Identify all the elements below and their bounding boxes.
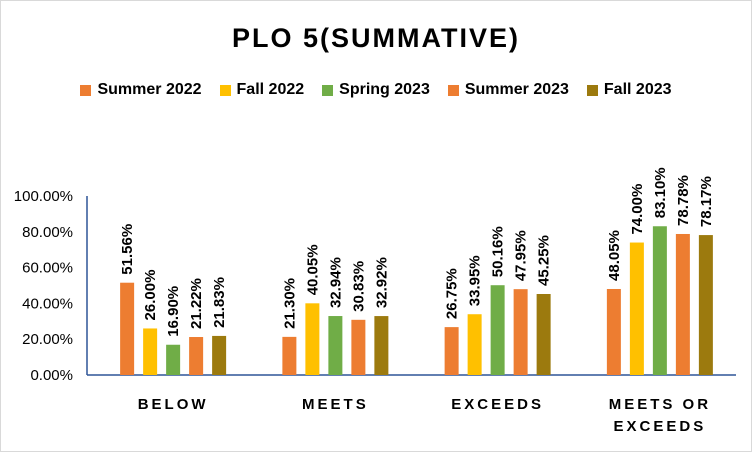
chart-title: PLO 5(SUMMATIVE) (232, 23, 520, 53)
data-label-2-4: 45.25% (536, 235, 553, 286)
legend-label-2: Spring 2023 (339, 81, 430, 98)
data-label-0-3: 21.22% (188, 278, 205, 329)
y-tick-label-0: 0.00% (30, 367, 73, 384)
legend-item-0: Summer 2022 (80, 81, 202, 99)
bar-3-0 (606, 288, 621, 375)
bar-1-2 (328, 316, 343, 375)
bar-3-1 (629, 242, 644, 375)
bar-2-0 (444, 327, 459, 375)
bar-0-3 (189, 337, 204, 375)
data-label-2-2: 50.16% (490, 226, 507, 277)
bar-1-4 (374, 316, 389, 375)
legend-swatch-2 (322, 84, 334, 96)
bar-1-0 (282, 336, 297, 375)
legend-label-0: Summer 2022 (97, 81, 202, 98)
x-category-label-2: EXCEEDS (451, 396, 544, 413)
legend-swatch-3 (447, 84, 459, 96)
data-label-0-1: 26.00% (142, 270, 159, 321)
data-label-1-1: 40.05% (304, 244, 321, 295)
bar-2-3 (513, 289, 528, 375)
bar-0-4 (212, 335, 227, 375)
data-label-2-3: 47.95% (513, 230, 530, 281)
data-label-0-0: 51.56% (119, 224, 136, 275)
legend-swatch-1 (219, 84, 231, 96)
data-label-3-3: 78.78% (675, 175, 692, 226)
data-label-3-0: 48.05% (606, 230, 623, 281)
bar-1-1 (305, 303, 320, 375)
bar-3-3 (675, 233, 690, 375)
bar-0-2 (166, 344, 181, 375)
legend-item-3: Summer 2023 (447, 81, 569, 99)
y-tick-label-2: 40.00% (22, 295, 73, 312)
x-category-label-3-1: EXCEEDS (614, 418, 707, 435)
legend-label-3: Summer 2023 (464, 81, 569, 98)
legend-item-2: Spring 2023 (322, 81, 430, 99)
data-label-1-0: 21.30% (281, 278, 298, 329)
x-category-label-0: BELOW (138, 396, 209, 413)
bar-2-1 (467, 314, 482, 375)
y-tick-label-1: 20.00% (22, 331, 73, 348)
data-label-2-0: 26.75% (444, 268, 461, 319)
x-category-label-1: MEETS (302, 396, 369, 413)
legend-label-1: Fall 2022 (236, 81, 305, 98)
y-tick-label-5: 100.00% (14, 188, 73, 205)
bar-3-4 (698, 235, 713, 375)
legend-item-1: Fall 2022 (219, 81, 305, 99)
data-label-0-2: 16.90% (165, 286, 182, 337)
bar-2-2 (490, 285, 505, 375)
y-tick-label-3: 60.00% (22, 260, 73, 277)
data-label-2-1: 33.95% (467, 255, 484, 306)
bar-3-2 (652, 226, 667, 375)
legend-swatch-4 (586, 84, 598, 96)
y-tick-label-4: 80.00% (22, 224, 73, 241)
bar-0-1 (143, 328, 158, 375)
data-label-0-4: 21.83% (211, 277, 228, 328)
bar-1-3 (351, 319, 366, 375)
data-label-3-4: 78.17% (698, 176, 715, 227)
bar-2-4 (536, 294, 551, 375)
data-label-1-3: 30.83% (350, 261, 367, 312)
bar-0-0 (120, 282, 135, 375)
x-category-label-3-0: MEETS OR (609, 396, 711, 413)
data-label-1-4: 32.92% (373, 257, 390, 308)
data-label-1-2: 32.94% (327, 257, 344, 308)
data-label-3-2: 83.10% (652, 167, 669, 218)
legend: Summer 2022 Fall 2022 Spring 2023 Summer… (1, 81, 751, 99)
data-label-3-1: 74.00% (629, 184, 646, 235)
legend-item-4: Fall 2023 (586, 81, 672, 99)
legend-swatch-0 (80, 84, 92, 96)
legend-label-4: Fall 2023 (603, 81, 672, 98)
